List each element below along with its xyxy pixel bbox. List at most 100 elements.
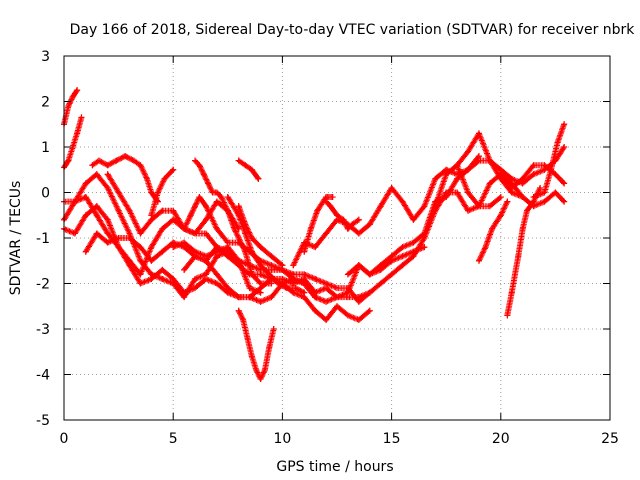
data-point <box>366 307 373 314</box>
data-point <box>340 216 347 223</box>
data-point <box>432 175 439 182</box>
data-point <box>224 285 231 292</box>
data-point <box>65 157 72 164</box>
data-point <box>489 225 496 232</box>
data-point <box>475 257 482 264</box>
x-tick-label: 15 <box>383 431 401 447</box>
data-point <box>366 289 373 296</box>
data-point <box>465 189 472 196</box>
x-tick-label: 0 <box>60 431 69 447</box>
data-point <box>349 221 356 228</box>
data-point <box>301 280 308 287</box>
data-point <box>421 203 428 210</box>
data-point <box>235 307 242 314</box>
x-axis-title: GPS time / hours <box>276 459 393 475</box>
data-point <box>161 175 168 182</box>
data-point <box>159 207 166 214</box>
series-arc-26 <box>530 121 568 201</box>
data-point <box>95 157 102 164</box>
data-point <box>202 203 209 210</box>
data-point <box>388 253 395 260</box>
data-point <box>334 285 340 292</box>
data-point <box>148 189 155 196</box>
data-point <box>283 285 290 292</box>
series-arc-15 <box>235 307 277 383</box>
data-point <box>255 175 262 182</box>
data-point <box>312 307 319 314</box>
y-tick-label: 3 <box>41 49 50 65</box>
data-point <box>314 207 321 214</box>
data-point <box>93 212 100 219</box>
data-point <box>541 166 548 173</box>
data-point <box>497 212 504 219</box>
data-point <box>323 198 330 205</box>
data-point <box>202 253 209 260</box>
data-point <box>170 280 177 287</box>
data-point <box>170 166 177 173</box>
series-arc-17 <box>235 157 262 182</box>
chart-title: Day 166 of 2018, Sidereal Day-to-day VTE… <box>70 22 636 38</box>
x-tick-label: 5 <box>169 431 178 447</box>
data-point <box>475 203 482 210</box>
data-point <box>82 212 89 219</box>
series-arc-1 <box>61 87 81 128</box>
data-point <box>323 316 330 323</box>
data-point <box>235 294 242 301</box>
data-point <box>355 316 362 323</box>
data-point <box>421 244 428 251</box>
data-point <box>159 248 166 255</box>
data-point <box>240 316 247 323</box>
data-point <box>202 216 209 223</box>
data-point <box>104 171 111 178</box>
data-point <box>82 180 89 187</box>
data-point <box>104 216 111 223</box>
data-point <box>253 366 260 373</box>
data-point <box>115 207 122 214</box>
data-point <box>126 235 133 241</box>
series-arc-23 <box>454 130 526 201</box>
data-point <box>181 266 188 273</box>
data-point <box>248 235 255 241</box>
data-point <box>541 189 548 196</box>
data-point <box>344 225 351 232</box>
data-point <box>508 189 515 196</box>
data-point <box>192 230 199 237</box>
data-point <box>82 194 89 201</box>
data-point <box>312 244 319 251</box>
y-tick-label: 2 <box>41 95 50 111</box>
series-arc-9 <box>148 166 177 219</box>
data-point <box>268 266 275 273</box>
data-point <box>148 212 155 219</box>
series-arc-7 <box>89 153 161 205</box>
data-point <box>334 303 340 310</box>
grid-lines <box>64 56 610 420</box>
data-point <box>268 280 275 287</box>
data-point <box>266 344 273 351</box>
data-point <box>82 248 89 255</box>
data-point <box>242 221 249 228</box>
data-point <box>266 271 273 278</box>
data-point <box>355 216 362 223</box>
data-point <box>202 271 209 278</box>
data-point <box>323 280 330 287</box>
data-point <box>334 212 340 219</box>
data-point <box>261 366 268 373</box>
data-point <box>486 157 493 164</box>
data-point <box>74 87 81 94</box>
data-point <box>248 248 255 255</box>
data-point <box>399 244 406 251</box>
data-point <box>235 257 242 264</box>
data-point <box>126 207 133 214</box>
data-point <box>235 157 242 164</box>
data-point <box>508 289 515 296</box>
y-tick-label: 0 <box>41 186 50 202</box>
data-point <box>519 194 526 201</box>
data-point <box>486 203 493 210</box>
data-point <box>290 262 297 269</box>
series-arc-13 <box>192 157 275 287</box>
data-point <box>475 157 482 164</box>
data-point <box>530 171 537 178</box>
data-point <box>421 230 428 237</box>
data-point <box>257 289 264 296</box>
